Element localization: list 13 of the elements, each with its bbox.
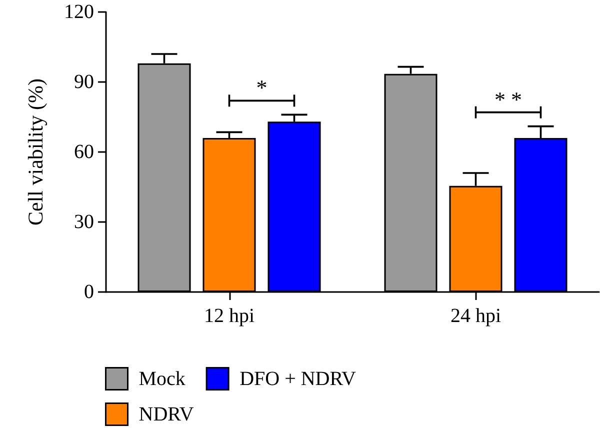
- annotation: *: [256, 75, 268, 100]
- annotation: * *: [494, 86, 522, 112]
- y-tick-label: 60: [74, 141, 94, 163]
- legend-label: Mock: [138, 368, 186, 390]
- legend-label: DFO + NDRV: [240, 368, 356, 390]
- x-tick-label: 12 hpi: [204, 305, 255, 327]
- y-tick-label: 0: [84, 281, 94, 303]
- x-tick-label: 24 hpi: [450, 305, 502, 327]
- legend-label: NDRV: [138, 403, 194, 426]
- y-tick-label: 90: [74, 71, 94, 93]
- y-tick-label: 120: [64, 1, 94, 23]
- y-axis-title: Cell viability (%): [24, 78, 48, 226]
- y-tick-label: 30: [74, 211, 94, 233]
